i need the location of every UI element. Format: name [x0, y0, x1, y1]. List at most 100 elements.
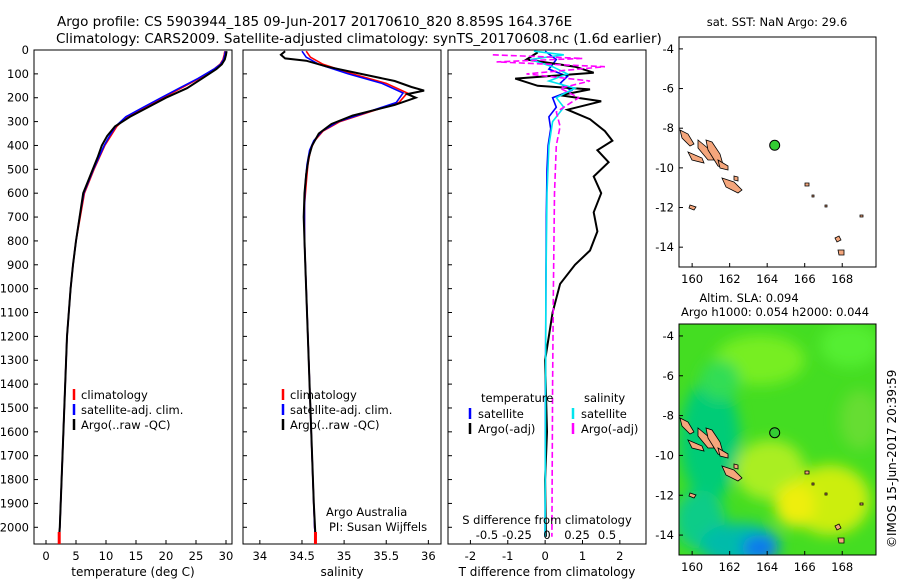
sst-y-tick-label: -6	[663, 82, 674, 96]
salinity-panel: 34 34.5 35 35.5 36 salinity climatologysatelli…	[253, 50, 436, 579]
island	[687, 439, 705, 452]
depth-tick-label: 2000	[0, 520, 29, 534]
x-axis-label: T difference from climatology	[458, 565, 636, 579]
island	[837, 537, 845, 544]
sst-y-tick-label: -8	[663, 121, 674, 135]
island	[679, 417, 695, 435]
x-tick-label-salinity-diff: 0	[543, 528, 550, 542]
depth-tick-label: 1800	[0, 473, 29, 487]
sla-map-title: Altim. SLA: 0.094	[699, 291, 798, 305]
annotation-line1: Argo Australia	[326, 505, 407, 519]
x-tick-label: 2	[616, 549, 623, 563]
sla-y-tick-label: -8	[663, 409, 674, 423]
island	[721, 465, 743, 482]
sst-y-tick-label: -10	[655, 161, 674, 175]
island	[834, 235, 842, 243]
series-line-blue	[301, 50, 405, 537]
depth-tick-label: 1200	[0, 329, 29, 343]
x-axis-label: salinity	[320, 565, 363, 579]
series-line-black	[58, 51, 228, 537]
depth-tick-label: 200	[7, 91, 29, 105]
x-axis-label: temperature (deg C)	[71, 565, 194, 579]
sst-x-tick-label: 168	[831, 272, 853, 286]
island	[688, 204, 697, 211]
temperature-panel: 0 5 10 15 20 25 30 temperature (deg C) climatolo…	[42, 51, 233, 579]
sst-x-tick-label: 164	[756, 272, 778, 286]
sst-float-marker	[769, 139, 781, 151]
x-tick-label: 34.5	[289, 549, 315, 563]
legend-entry: Argo(-adj)	[478, 422, 535, 436]
series-line-magenta	[492, 54, 605, 537]
x-tick-label: 5	[72, 549, 79, 563]
depth-tick-label: 1500	[0, 401, 29, 415]
island	[721, 177, 743, 194]
depth-tick-label: 1300	[0, 353, 29, 367]
depth-tick-label: 100	[7, 67, 29, 81]
series-line-blue	[58, 51, 227, 537]
depth-tick-label: 1600	[0, 425, 29, 439]
sla-y-tick-label: -14	[655, 528, 674, 542]
x-tick-label: -2	[465, 549, 476, 563]
sla-x-tick-label: 166	[794, 560, 816, 574]
x-tick-label: 10	[99, 549, 114, 563]
series-line-red	[303, 50, 409, 537]
sla-x-tick-label: 168	[831, 560, 853, 574]
depth-tick-label: 1100	[0, 306, 29, 320]
depth-tick-label: 300	[7, 115, 29, 129]
island	[811, 482, 815, 486]
depth-tick-label: 0	[22, 43, 29, 57]
salinity-axes	[242, 49, 442, 545]
x-tick-label: -1	[502, 549, 513, 563]
island	[804, 182, 810, 187]
legend-entry: satellite	[581, 407, 627, 421]
sla-x-tick-label: 160	[681, 560, 703, 574]
depth-tick-label: 1400	[0, 377, 29, 391]
x-tick-label-salinity-diff: -0.25	[502, 528, 532, 542]
legend-heading-temperature: temperature	[481, 391, 553, 405]
series-line-black	[279, 50, 425, 537]
x-tick-label-salinity-diff: -0.5	[476, 528, 498, 542]
difference-panel: -2 -1 0 1 2 T difference from climatology temp…	[458, 50, 638, 579]
island	[824, 492, 828, 496]
legend-entry: Argo(..raw -QC)	[81, 418, 171, 432]
sst-x-tick-label: 162	[719, 272, 741, 286]
sla-float-marker	[769, 427, 781, 439]
island	[733, 463, 739, 470]
x-tick-label-salinity-diff: 0.5	[598, 528, 616, 542]
x-axis-label-salinity-diff: S difference from climatology	[462, 513, 632, 527]
sla-y-tick-label: -4	[663, 329, 674, 343]
legend-entry: satellite-adj. clim.	[290, 403, 392, 417]
island	[859, 502, 864, 506]
island	[804, 470, 810, 475]
sla-y-tick-label: -12	[655, 488, 674, 502]
island	[733, 175, 739, 182]
island	[679, 129, 695, 147]
depth-tick-label: 600	[7, 186, 29, 200]
sst-map-title: sat. SST: NaN Argo: 29.6	[707, 15, 848, 29]
depth-tick-label: 1000	[0, 282, 29, 296]
island	[717, 447, 729, 459]
x-tick-label: 30	[219, 549, 234, 563]
island	[859, 214, 864, 218]
figure-title-line1: Argo profile: CS 5903944_185 09-Jun-2017…	[57, 14, 572, 30]
island	[811, 194, 815, 198]
series-line-black	[514, 51, 614, 537]
sst-x-tick-label: 160	[681, 272, 703, 286]
depth-axis: 0 100 200 300 400 500 600 700 800 900 1000 1100 1200…	[0, 43, 452, 534]
island	[824, 204, 828, 208]
legend-entry: satellite-adj. clim.	[81, 403, 183, 417]
sst-y-tick-label: -4	[663, 42, 674, 56]
island	[688, 492, 697, 499]
x-tick-label: 15	[129, 549, 144, 563]
depth-tick-label: 500	[7, 162, 29, 176]
x-tick-label: 25	[189, 549, 204, 563]
sst-y-tick-label: -14	[655, 240, 674, 254]
x-tick-label: 35.5	[373, 549, 399, 563]
sla-x-tick-label: 164	[756, 560, 778, 574]
legend-entry: Argo(..raw -QC)	[290, 418, 380, 432]
island	[687, 151, 705, 164]
island	[837, 249, 845, 256]
x-tick-label: 35	[337, 549, 352, 563]
annotation-line2: PI: Susan Wijffels	[329, 520, 427, 534]
